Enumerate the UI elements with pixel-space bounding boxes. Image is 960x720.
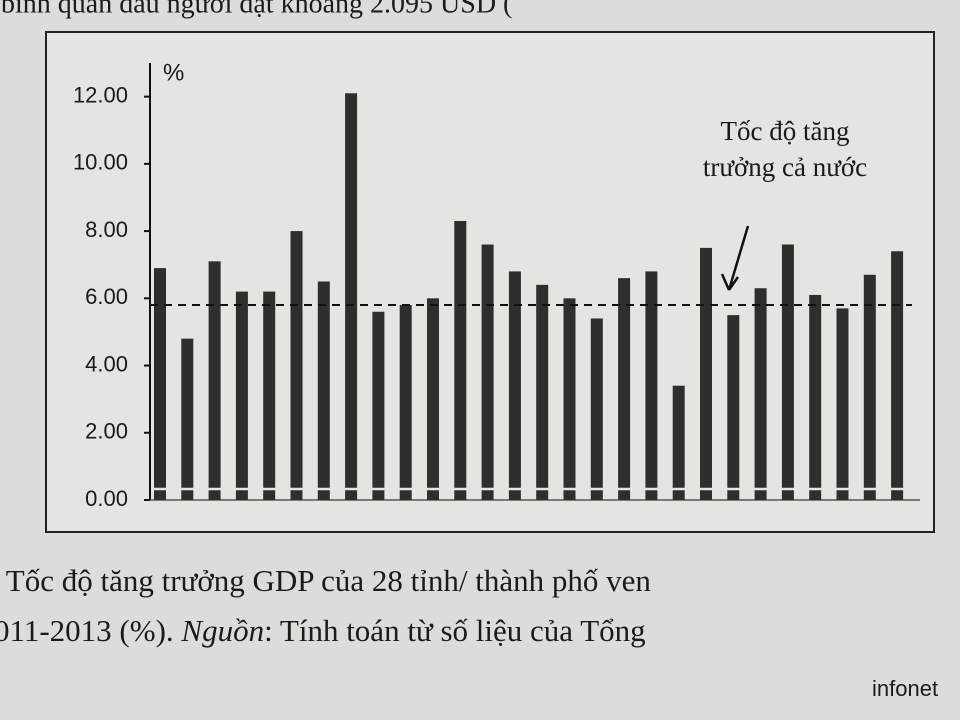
bar	[372, 311, 385, 500]
bar	[700, 247, 712, 500]
bar	[317, 281, 330, 500]
bar	[427, 298, 439, 500]
bar	[891, 251, 904, 500]
bar	[590, 318, 603, 500]
bar	[727, 315, 740, 500]
y-tick-label: 2.00	[85, 419, 128, 444]
caption: 011-2013 (%). Nguồn: Tính toán từ số liệ…	[0, 613, 646, 648]
bar	[645, 271, 658, 500]
caption-part: 011-2013 (%).	[0, 613, 181, 648]
bar	[154, 268, 166, 500]
watermark: infonet	[872, 676, 938, 701]
bar	[754, 288, 767, 500]
bar	[263, 291, 276, 500]
bar	[672, 385, 685, 500]
bar	[863, 274, 876, 500]
y-unit: %	[163, 59, 184, 86]
y-tick-label: 4.00	[85, 351, 128, 376]
bar	[399, 305, 412, 500]
bar	[481, 244, 494, 500]
annotation: trưởng cả nước	[703, 152, 867, 182]
bar	[181, 338, 194, 500]
y-tick-label: 10.00	[73, 150, 128, 175]
caption-part: : Tính toán từ số liệu của Tổng	[264, 613, 646, 648]
bar	[563, 298, 576, 500]
y-tick-label: 6.00	[85, 284, 128, 309]
bar	[536, 284, 549, 500]
caption-part: Nguồn	[180, 613, 264, 648]
y-tick-label: 8.00	[85, 217, 128, 242]
page-text: p bình quân đầu người đạt khoảng 2.095 U…	[0, 0, 512, 19]
bar	[809, 294, 822, 500]
bar	[454, 220, 467, 500]
bar	[208, 261, 221, 500]
annotation-arrow	[720, 225, 750, 291]
y-tick-label: 0.00	[85, 486, 128, 511]
bar	[836, 308, 849, 500]
bar	[345, 93, 358, 500]
bar	[618, 278, 631, 500]
annotation: Tốc độ tăng	[721, 116, 850, 146]
bar	[290, 231, 303, 501]
bar	[508, 271, 521, 500]
bar	[235, 291, 248, 500]
caption: : Tốc độ tăng trưởng GDP của 28 tỉnh/ th…	[0, 563, 651, 598]
y-tick-label: 12.00	[73, 82, 128, 107]
bar	[781, 244, 794, 500]
